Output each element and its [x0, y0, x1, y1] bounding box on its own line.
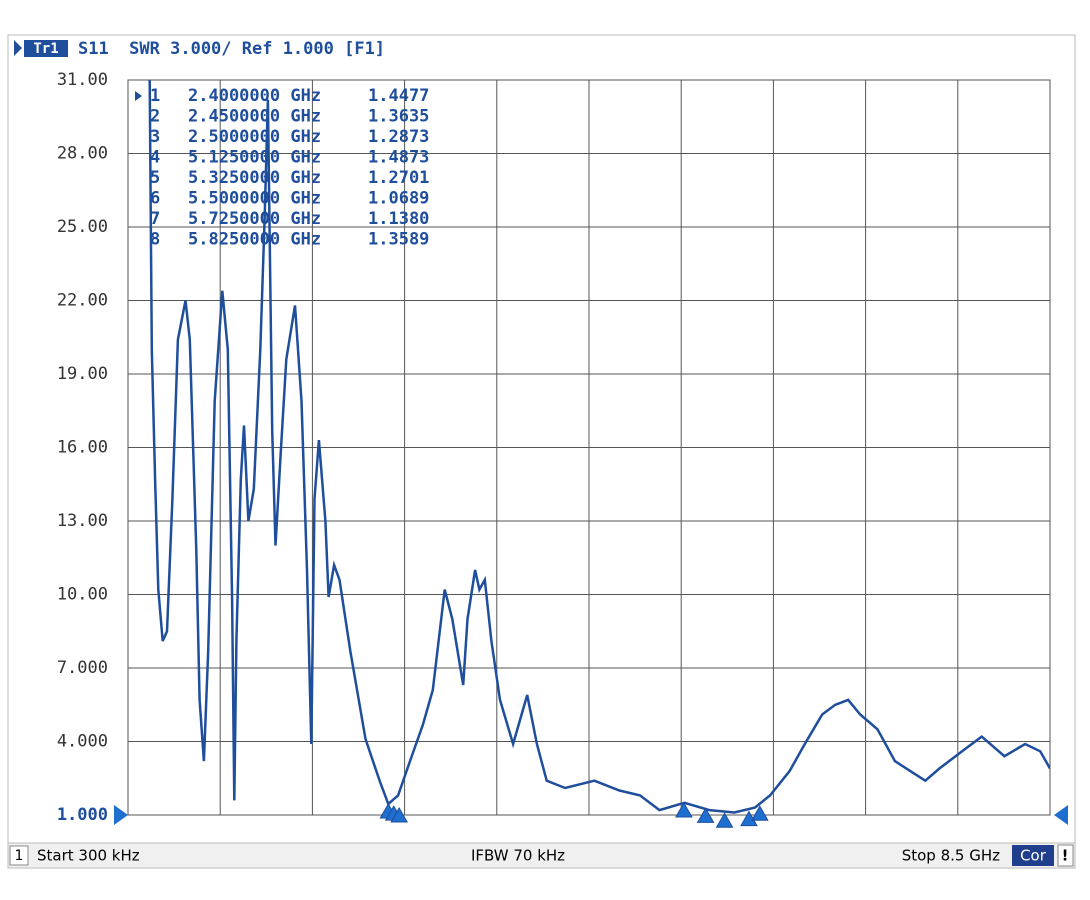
marker-frequency: 5.7250000 GHz	[188, 209, 321, 229]
ref-arrow-left	[114, 805, 128, 825]
marker-name: 2	[150, 107, 160, 127]
status-bar	[7, 842, 1076, 869]
y-tick-label: 28.00	[57, 144, 108, 164]
start-freq: Start 300 kHz	[37, 847, 140, 865]
marker-frequency: 5.1250000 GHz	[188, 148, 321, 168]
marker-frequency: 2.4500000 GHz	[188, 107, 321, 127]
marker-triangle	[696, 807, 715, 823]
y-tick-label: 31.00	[57, 70, 108, 90]
marker-name: 4	[150, 148, 160, 168]
marker-value: 1.2701	[368, 168, 429, 188]
alert: !	[1062, 847, 1069, 865]
marker-name: 1	[150, 86, 160, 106]
marker-frequency: 2.5000000 GHz	[188, 127, 321, 147]
marker-name: 6	[150, 189, 160, 209]
y-tick-label: 16.00	[57, 438, 108, 458]
ifbw: IFBW 70 kHz	[471, 847, 565, 865]
marker-value: 1.3589	[368, 230, 429, 250]
marker-frequency: 2.4000000 GHz	[188, 86, 321, 106]
ref-arrow-right	[1054, 805, 1068, 825]
marker-name: 3	[150, 127, 160, 147]
marker-name: 5	[150, 168, 160, 188]
channel-box	[9, 845, 29, 866]
cor: Cor	[1020, 847, 1047, 865]
active-marker-arrow	[135, 91, 142, 101]
y-tick-label: 13.00	[57, 511, 108, 531]
channel: 1	[15, 848, 24, 864]
y-tick-label: 1.000	[57, 805, 108, 825]
marker-value: 1.4873	[368, 148, 429, 168]
marker-triangle	[715, 812, 734, 828]
marker-value: 1.4477	[368, 86, 429, 106]
marker-triangle	[390, 806, 409, 823]
cor-badge	[1012, 845, 1054, 866]
marker-value: 1.1380	[368, 209, 429, 229]
y-tick-label: 7.000	[57, 658, 108, 678]
marker-frequency: 5.3250000 GHz	[188, 168, 321, 188]
trace-id: Tr1	[33, 41, 58, 57]
trace-header: S11 SWR 3.000/ Ref 1.000 [F1]	[78, 39, 385, 59]
marker-name: 8	[150, 230, 160, 250]
alert-box	[1057, 844, 1074, 867]
stop-freq: Stop 8.5 GHz	[902, 847, 1000, 865]
y-tick-label: 19.00	[57, 364, 108, 384]
trace-badge	[24, 40, 68, 57]
marker-triangle	[750, 805, 769, 821]
y-tick-label: 4.000	[57, 732, 108, 752]
marker-frequency: 5.5000000 GHz	[188, 189, 321, 209]
marker-name: 7	[150, 209, 160, 229]
marker-value: 1.0689	[368, 189, 429, 209]
y-tick-label: 25.00	[57, 217, 108, 237]
marker-triangle	[675, 802, 693, 818]
y-tick-label: 22.00	[57, 291, 108, 311]
y-tick-label: 10.00	[57, 585, 108, 605]
marker-frequency: 5.8250000 GHz	[188, 230, 321, 250]
trace-arrow	[14, 40, 22, 56]
marker-value: 1.3635	[368, 107, 429, 127]
marker-value: 1.2873	[368, 127, 429, 147]
